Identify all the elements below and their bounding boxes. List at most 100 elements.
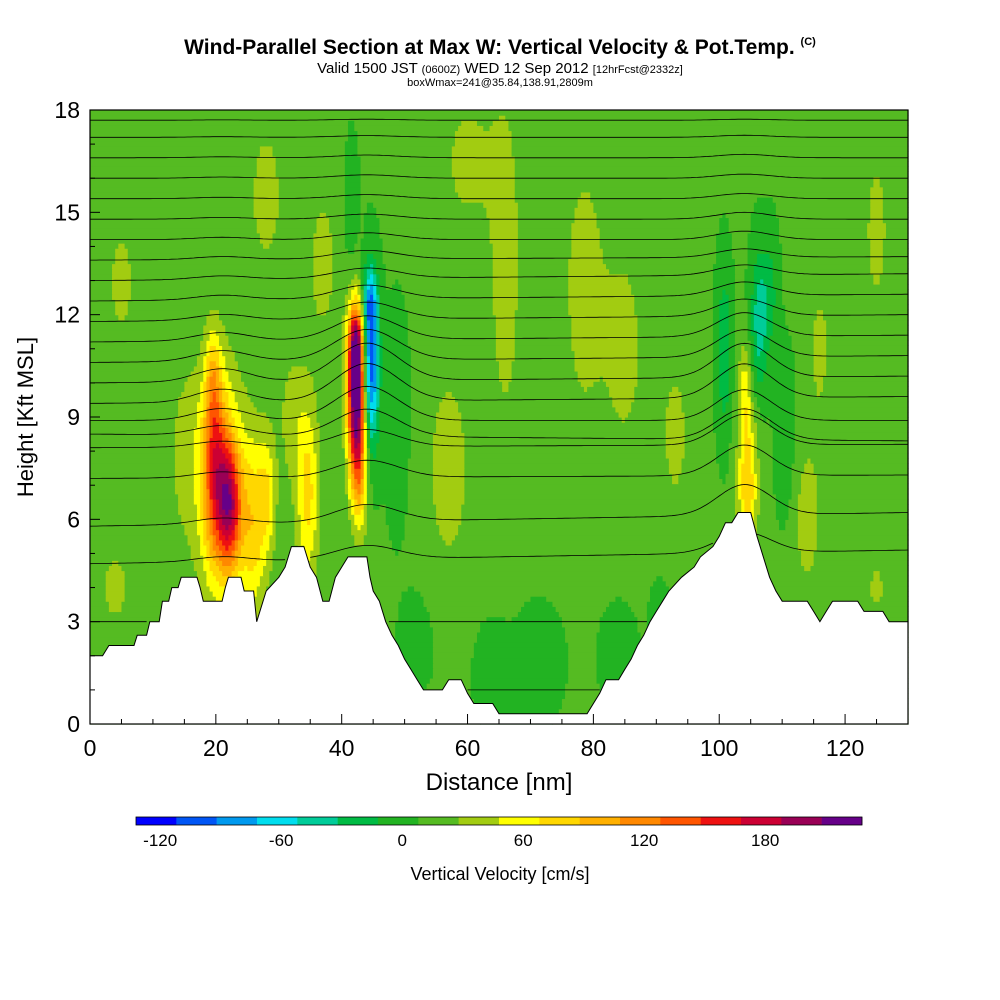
velocity-cell [741, 437, 745, 444]
velocity-cell [357, 335, 362, 341]
velocity-cell [263, 539, 270, 546]
velocity-cell [602, 258, 717, 265]
velocity-cell [760, 473, 774, 479]
velocity-cell [237, 524, 242, 531]
velocity-cell [756, 350, 761, 357]
colorbar-swatch [700, 817, 742, 825]
velocity-cell [351, 478, 355, 485]
velocity-cell [360, 319, 365, 326]
velocity-cell [637, 345, 714, 352]
velocity-cell [272, 555, 299, 561]
velocity-cell [750, 217, 780, 224]
velocity-cell [404, 529, 440, 536]
velocity-cell [753, 335, 758, 341]
velocity-cell [354, 447, 362, 454]
velocity-cell [360, 278, 365, 285]
velocity-cell [275, 227, 318, 234]
velocity-cell [200, 437, 204, 444]
velocity-cell [734, 468, 739, 474]
velocity-cell [772, 258, 783, 265]
velocity-cell [247, 529, 267, 536]
velocity-cell [712, 381, 720, 387]
velocity-cell [753, 560, 802, 566]
velocity-cell [634, 386, 673, 393]
velocity-cell [118, 243, 126, 249]
velocity-cell [747, 330, 752, 336]
velocity-cell [637, 314, 714, 321]
velocity-cell [398, 667, 434, 674]
velocity-cell [388, 529, 406, 536]
velocity-cell [228, 437, 233, 444]
velocity-cell [395, 621, 431, 628]
velocity-cell [366, 314, 374, 321]
velocity-cell [376, 376, 381, 382]
velocity-cell [760, 278, 764, 285]
velocity-cell [231, 570, 239, 577]
velocity-cell [212, 417, 217, 423]
velocity-cell [750, 463, 755, 469]
velocity-cell [297, 452, 305, 459]
velocity-cell [181, 514, 198, 520]
velocity-cell [354, 411, 362, 418]
velocity-cell [313, 493, 318, 500]
velocity-cell [753, 468, 761, 474]
velocity-cell [269, 514, 274, 520]
velocity-cell [316, 304, 330, 311]
velocity-cell [382, 243, 494, 249]
velocity-cell [363, 365, 368, 372]
velocity-cell [728, 304, 736, 311]
velocity-cell [363, 263, 371, 270]
velocity-cell [184, 524, 198, 531]
velocity-cell [206, 524, 211, 531]
velocity-cell [237, 365, 292, 372]
velocity-cell [716, 253, 733, 259]
velocity-cell [712, 263, 736, 270]
velocity-cell [303, 509, 311, 515]
velocity-cell [193, 463, 201, 469]
velocity-cell [347, 473, 352, 479]
velocity-cell [756, 294, 768, 300]
velocity-cell [225, 360, 239, 367]
velocity-cell [212, 457, 230, 464]
velocity-cell [212, 447, 223, 454]
velocity-cell [741, 381, 749, 387]
velocity-cell [612, 396, 635, 403]
velocity-cell [203, 488, 208, 495]
velocity-cell [719, 222, 730, 229]
velocity-cell [499, 365, 513, 372]
velocity-cell [370, 463, 409, 469]
velocity-cell [316, 555, 742, 561]
velocity-cell [363, 473, 368, 479]
velocity-cell [480, 621, 563, 628]
velocity-cell [744, 427, 749, 433]
velocity-cell [313, 544, 321, 551]
velocity-cell [209, 345, 217, 352]
velocity-cell [347, 422, 352, 428]
velocity-cell [241, 524, 252, 531]
velocity-cell [203, 560, 211, 566]
velocity-cell [407, 493, 434, 500]
velocity-cell [873, 596, 881, 602]
velocity-cell [665, 452, 686, 459]
velocity-cell [90, 360, 198, 367]
velocity-cell [206, 386, 211, 393]
velocity-cell [218, 335, 230, 341]
velocity-cell [196, 509, 201, 515]
velocity-cell [347, 493, 352, 500]
velocity-cell [407, 309, 494, 316]
velocity-cell [432, 667, 472, 674]
velocity-cell [593, 207, 755, 213]
velocity-cell [225, 524, 230, 531]
velocity-cell [316, 524, 321, 531]
velocity-cell [486, 212, 519, 219]
velocity-cell [750, 503, 755, 510]
velocity-cell [303, 457, 311, 464]
velocity-cell [218, 376, 223, 382]
velocity-cell [234, 503, 239, 510]
velocity-cell [288, 468, 299, 474]
velocity-cell [234, 473, 239, 479]
velocity-cell [215, 483, 223, 490]
velocity-cell [681, 396, 714, 403]
velocity-cell [426, 606, 522, 613]
velocity-cell [631, 606, 648, 613]
